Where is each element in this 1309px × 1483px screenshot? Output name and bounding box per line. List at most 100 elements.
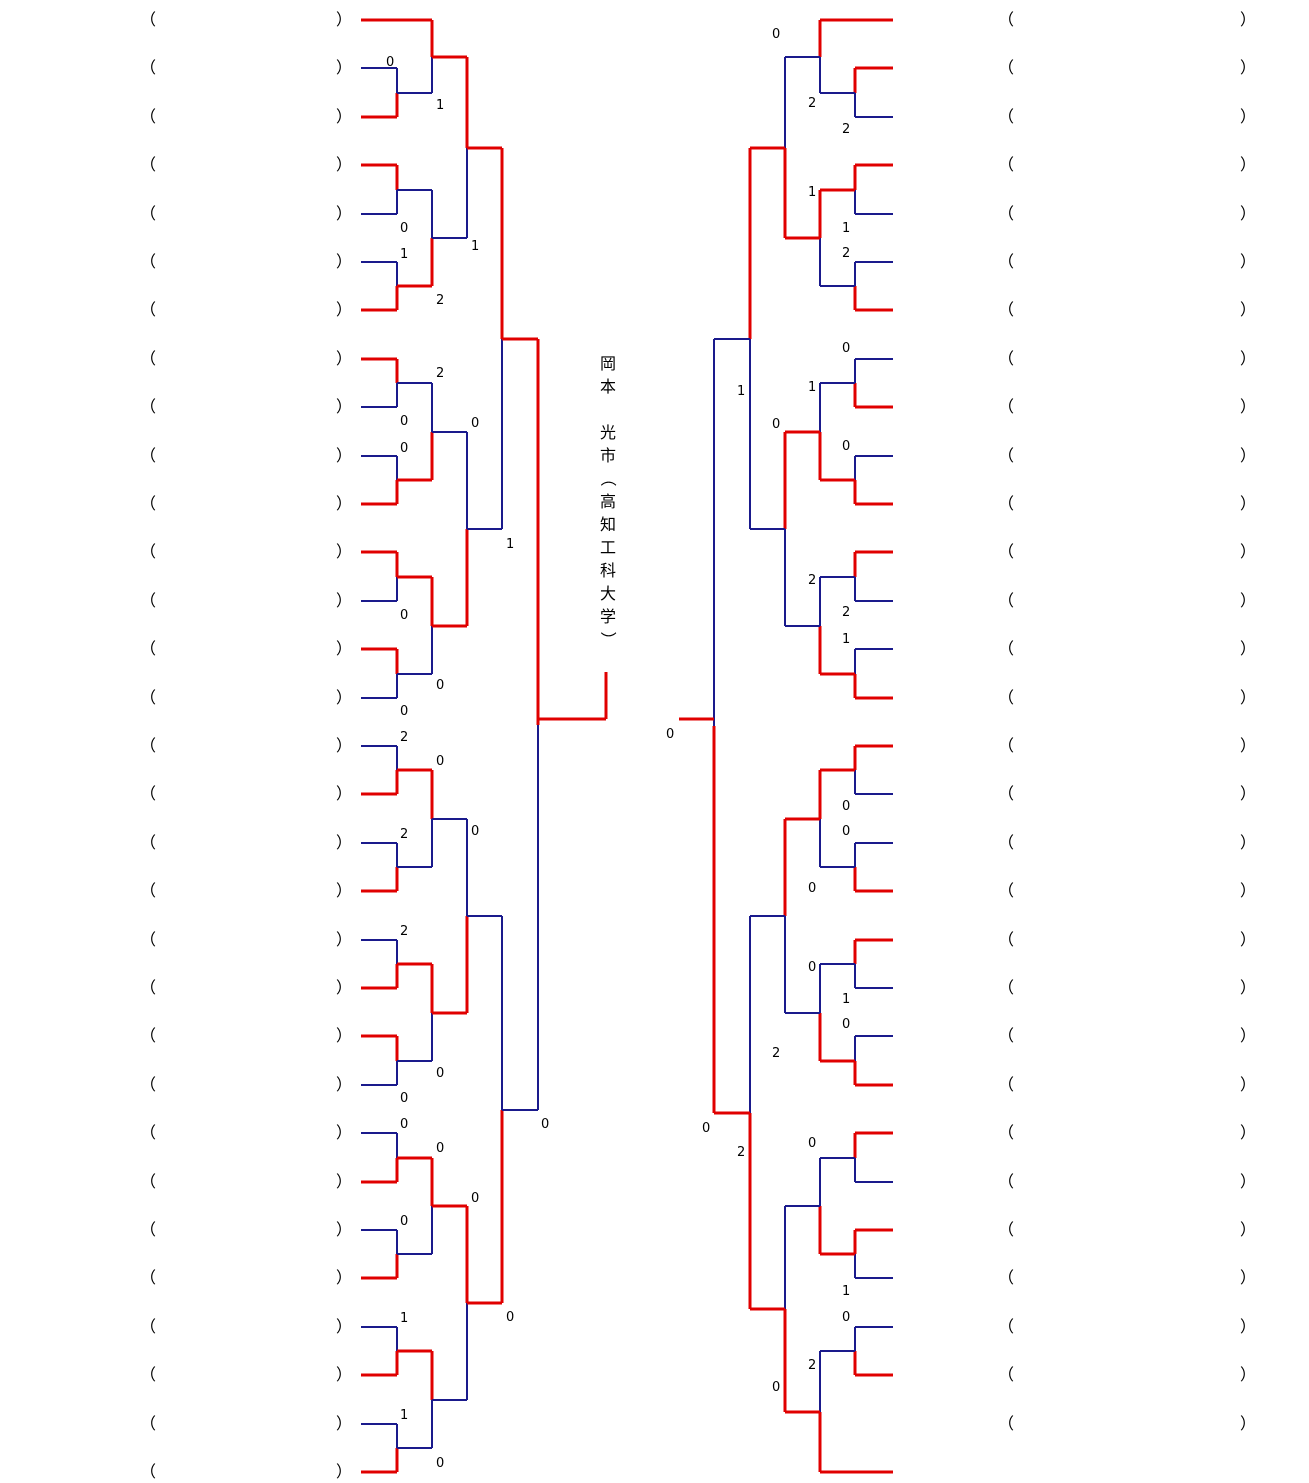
close-paren: ） [336,930,353,949]
champion-char: 岡 [599,354,616,373]
close-paren: ） [336,349,353,368]
close-paren: ） [1240,688,1257,707]
open-paren: （ [140,300,157,319]
open-paren: （ [140,1123,157,1142]
open-paren: （ [140,736,157,755]
close-paren: ） [336,300,353,319]
close-paren: ） [336,446,353,465]
match-score: 0 [666,727,675,742]
match-score: 0 [808,881,817,896]
open-paren: （ [140,349,157,368]
match-score: 2 [400,827,409,842]
open-paren: （ [998,1026,1015,1045]
match-score: 1 [400,247,409,262]
match-score: 1 [808,380,817,395]
match-score: 0 [400,414,409,429]
match-score: 0 [772,1380,781,1395]
close-paren: ） [336,542,353,561]
open-paren: （ [140,446,157,465]
match-score: 2 [842,246,851,261]
close-paren: ） [336,1172,353,1191]
open-paren: （ [140,591,157,610]
open-paren: （ [998,204,1015,223]
open-paren: （ [140,639,157,658]
open-paren: （ [998,1123,1015,1142]
open-paren: （ [998,397,1015,416]
open-paren: （ [998,446,1015,465]
champion-char: ） [598,631,618,648]
match-score: 0 [400,441,409,456]
champion-char: 知 [599,515,616,534]
match-score: 0 [436,678,445,693]
match-score: 2 [808,96,817,111]
open-paren: （ [140,688,157,707]
close-paren: ） [1240,784,1257,803]
match-score: 0 [386,55,395,70]
open-paren: （ [140,252,157,271]
match-score: 2 [436,366,445,381]
close-paren: ） [336,1365,353,1384]
match-score: 0 [400,1117,409,1132]
close-paren: ） [336,397,353,416]
open-paren: （ [998,978,1015,997]
open-paren: （ [140,58,157,77]
close-paren: ） [1240,1268,1257,1287]
champion-char: 市 [599,446,616,465]
close-paren: ） [336,688,353,707]
close-paren: ） [336,1414,353,1433]
match-score: 1 [842,992,851,1007]
match-score: 0 [842,1017,851,1032]
open-paren: （ [998,881,1015,900]
open-paren: （ [140,155,157,174]
match-score: 0 [436,1066,445,1081]
match-score: 0 [471,1191,480,1206]
close-paren: ） [336,833,353,852]
match-score: 0 [400,1214,409,1229]
close-paren: ） [336,494,353,513]
champion-char: 学 [599,607,616,626]
match-score: 1 [808,185,817,200]
close-paren: ） [1240,881,1257,900]
open-paren: （ [140,397,157,416]
open-paren: （ [998,688,1015,707]
match-score: 1 [471,239,480,254]
match-score: 1 [842,632,851,647]
match-score: 1 [506,537,515,552]
open-paren: （ [140,542,157,561]
close-paren: ） [336,107,353,126]
match-score: 0 [471,416,480,431]
open-paren: （ [140,1365,157,1384]
close-paren: ） [1240,1075,1257,1094]
open-paren: （ [998,784,1015,803]
champion-char: 大 [599,584,616,603]
open-paren: （ [140,1414,157,1433]
close-paren: ） [336,978,353,997]
match-score: 0 [808,1136,817,1151]
match-score: 0 [400,608,409,623]
close-paren: ） [1240,446,1257,465]
open-paren: （ [998,155,1015,174]
open-paren: （ [140,978,157,997]
open-paren: （ [998,1220,1015,1239]
open-paren: （ [140,204,157,223]
match-score: 1 [842,1284,851,1299]
open-paren: （ [998,252,1015,271]
match-score: 0 [772,417,781,432]
match-score: 0 [808,960,817,975]
close-paren: ） [1240,1172,1257,1191]
open-paren: （ [998,833,1015,852]
close-paren: ） [336,155,353,174]
close-paren: ） [1240,397,1257,416]
close-paren: ） [336,1317,353,1336]
match-score: 0 [842,799,851,814]
match-score: 2 [808,1358,817,1373]
close-paren: ） [1240,1026,1257,1045]
open-paren: （ [998,930,1015,949]
open-paren: （ [140,881,157,900]
open-paren: （ [998,1365,1015,1384]
open-paren: （ [140,10,157,29]
close-paren: ） [1240,58,1257,77]
open-paren: （ [998,300,1015,319]
close-paren: ） [336,1123,353,1142]
